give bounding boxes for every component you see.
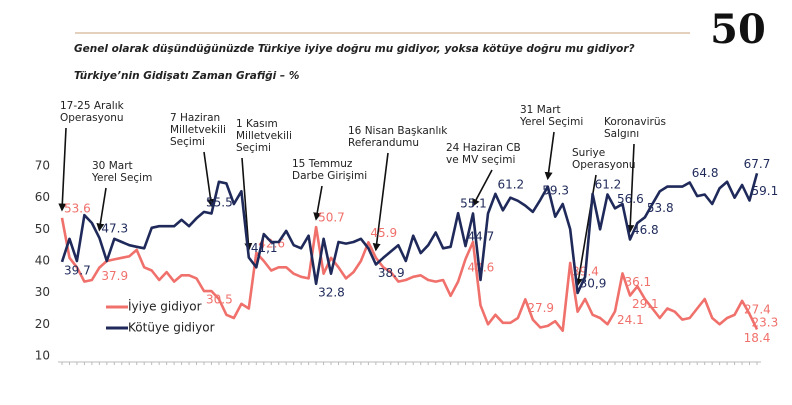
data-label: 55.1 (460, 197, 487, 211)
annotation-arrow (626, 143, 635, 234)
data-label: 38.9 (378, 266, 405, 280)
annotation: 16 Nisan Başkanlık (348, 125, 448, 137)
annotation: 1 Kasım (236, 118, 278, 130)
series-line (60, 172, 759, 295)
data-label: 24.1 (617, 313, 644, 327)
y-tick-label: 70 (35, 159, 50, 173)
series-line (60, 217, 759, 332)
legend-label: İyiye gidiyor (128, 299, 202, 314)
annotation-arrow (203, 151, 215, 208)
data-label: 27.9 (527, 301, 554, 315)
data-label: 56.6 (617, 192, 644, 206)
data-label: 39.7 (64, 263, 91, 277)
data-label: 64.8 (692, 166, 719, 180)
data-label: 53.8 (647, 201, 674, 215)
annotation: 30 Mart (92, 160, 133, 172)
data-label: 44,7 (468, 230, 495, 244)
annotation: 7 Haziran (170, 112, 220, 124)
data-label: 30.5 (206, 293, 233, 307)
y-tick-label: 50 (35, 222, 50, 236)
annotation: Seçimi (236, 142, 271, 154)
annotation: Seçimi (170, 136, 205, 148)
data-label: 61.2 (595, 177, 622, 191)
data-label: 45.9 (370, 226, 397, 240)
annotation: Operasyonu (572, 159, 636, 171)
annotation: ve MV seçimi (446, 154, 515, 166)
annotation: 31 Mart (520, 104, 561, 116)
annotation-arrow (472, 169, 493, 207)
annotation: Yerel Seçim (91, 172, 152, 184)
annotation-arrow (241, 157, 253, 252)
page-number: 50 (710, 6, 766, 53)
data-label: 55.5 (206, 195, 233, 209)
data-label: 61.2 (497, 177, 524, 191)
annotation-arrow (313, 185, 323, 221)
annotation-arrow (96, 187, 107, 232)
data-label: 27.4 (744, 302, 771, 316)
annotation: Suriye (572, 147, 605, 159)
chart-subtitle: Türkiye’nin Gidişatı Zaman Grafiği – % (74, 70, 299, 82)
y-tick-label: 30 (35, 285, 50, 299)
annotation: Koronavirüs (604, 116, 666, 128)
data-label: 50.7 (318, 211, 345, 225)
annotation-arrow (58, 127, 67, 212)
data-label: 67.7 (744, 157, 771, 171)
y-tick-label: 60 (35, 190, 50, 204)
y-tick-label: 10 (35, 349, 50, 363)
annotation: Salgını (604, 128, 639, 140)
data-label: 47.3 (101, 221, 128, 235)
data-label: 37.9 (101, 269, 128, 283)
data-label: 46.8 (632, 223, 659, 237)
annotation: Darbe Girişimi (292, 170, 367, 182)
data-label: 36.1 (624, 275, 651, 289)
annotation-arrow (544, 131, 555, 181)
annotation: 15 Temmuz (292, 158, 353, 170)
data-label: 41,1 (251, 241, 278, 255)
annotation: Referandumu (348, 137, 419, 149)
data-label: 53.6 (64, 201, 91, 215)
annotation: Yerel Seçimi (519, 116, 583, 128)
y-tick-label: 20 (35, 317, 50, 331)
data-label: 30,9 (580, 276, 607, 290)
annotation: Milletvekili (236, 130, 292, 142)
data-label: 23.3 (752, 315, 779, 329)
annotation: Milletvekili (170, 124, 226, 136)
data-label: 18.4 (744, 331, 771, 345)
data-label: 59.1 (752, 184, 779, 198)
chart-title: Genel olarak düşündüğünüzde Türkiye iyiy… (74, 43, 635, 55)
y-tick-label: 40 (35, 254, 50, 268)
annotation-arrow (372, 152, 389, 252)
data-label: 32.8 (318, 285, 345, 299)
annotation: Operasyonu (60, 112, 124, 124)
data-label: 29.1 (632, 297, 659, 311)
data-label: 59.3 (542, 183, 569, 197)
annotation: 24 Haziran CB (446, 142, 521, 154)
legend-label: Kötüye gidiyor (128, 321, 215, 335)
annotation: 17-25 Aralık (60, 100, 125, 112)
